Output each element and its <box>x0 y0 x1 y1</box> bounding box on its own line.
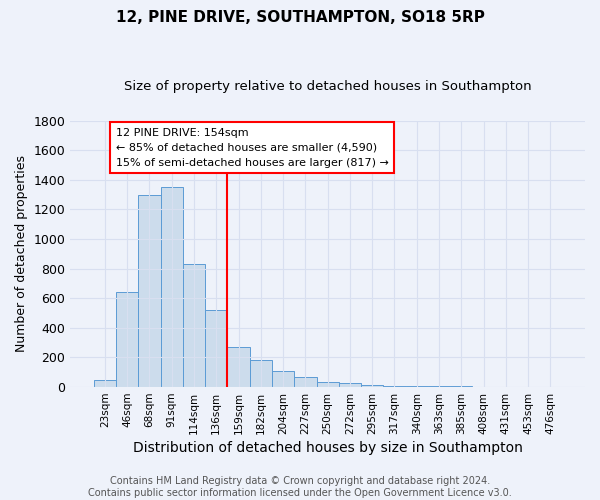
Bar <box>205 310 227 387</box>
Bar <box>94 380 116 387</box>
Bar <box>227 347 250 387</box>
Y-axis label: Number of detached properties: Number of detached properties <box>15 156 28 352</box>
Bar <box>428 386 450 387</box>
Bar <box>183 264 205 387</box>
Bar <box>450 386 472 387</box>
Bar <box>361 385 383 387</box>
Bar <box>383 386 406 387</box>
Bar <box>294 378 317 387</box>
Bar <box>339 384 361 387</box>
Text: 12 PINE DRIVE: 154sqm
← 85% of detached houses are smaller (4,590)
15% of semi-d: 12 PINE DRIVE: 154sqm ← 85% of detached … <box>116 128 389 168</box>
X-axis label: Distribution of detached houses by size in Southampton: Distribution of detached houses by size … <box>133 441 523 455</box>
Title: Size of property relative to detached houses in Southampton: Size of property relative to detached ho… <box>124 80 532 93</box>
Text: Contains HM Land Registry data © Crown copyright and database right 2024.
Contai: Contains HM Land Registry data © Crown c… <box>88 476 512 498</box>
Bar <box>406 386 428 387</box>
Bar <box>250 360 272 387</box>
Text: 12, PINE DRIVE, SOUTHAMPTON, SO18 5RP: 12, PINE DRIVE, SOUTHAMPTON, SO18 5RP <box>116 10 484 25</box>
Bar <box>138 194 161 387</box>
Bar <box>116 292 138 387</box>
Bar <box>317 382 339 387</box>
Bar <box>161 187 183 387</box>
Bar <box>272 371 294 387</box>
